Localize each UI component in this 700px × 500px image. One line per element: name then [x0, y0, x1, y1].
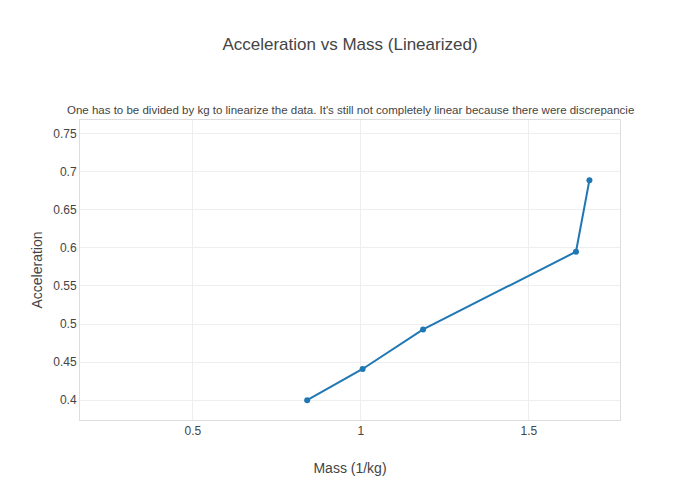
svg-text:0.55: 0.55: [53, 279, 77, 293]
svg-text:0.65: 0.65: [53, 203, 77, 217]
svg-text:One has to be divided by kg to: One has to be divided by kg to linearize…: [67, 104, 634, 116]
svg-text:0.5: 0.5: [185, 424, 202, 438]
svg-text:1: 1: [358, 424, 365, 438]
svg-text:0.4: 0.4: [60, 393, 77, 407]
svg-text:0.6: 0.6: [60, 241, 77, 255]
svg-text:Mass (1/kg): Mass (1/kg): [313, 460, 386, 476]
svg-text:1.5: 1.5: [521, 424, 538, 438]
svg-text:0.45: 0.45: [53, 355, 77, 369]
svg-text:0.7: 0.7: [60, 165, 77, 179]
svg-text:Acceleration vs Mass (Lineariz: Acceleration vs Mass (Linearized): [222, 35, 477, 54]
svg-text:0.5: 0.5: [60, 317, 77, 331]
svg-text:0.75: 0.75: [53, 127, 77, 141]
svg-text:Acceleration: Acceleration: [29, 231, 45, 308]
